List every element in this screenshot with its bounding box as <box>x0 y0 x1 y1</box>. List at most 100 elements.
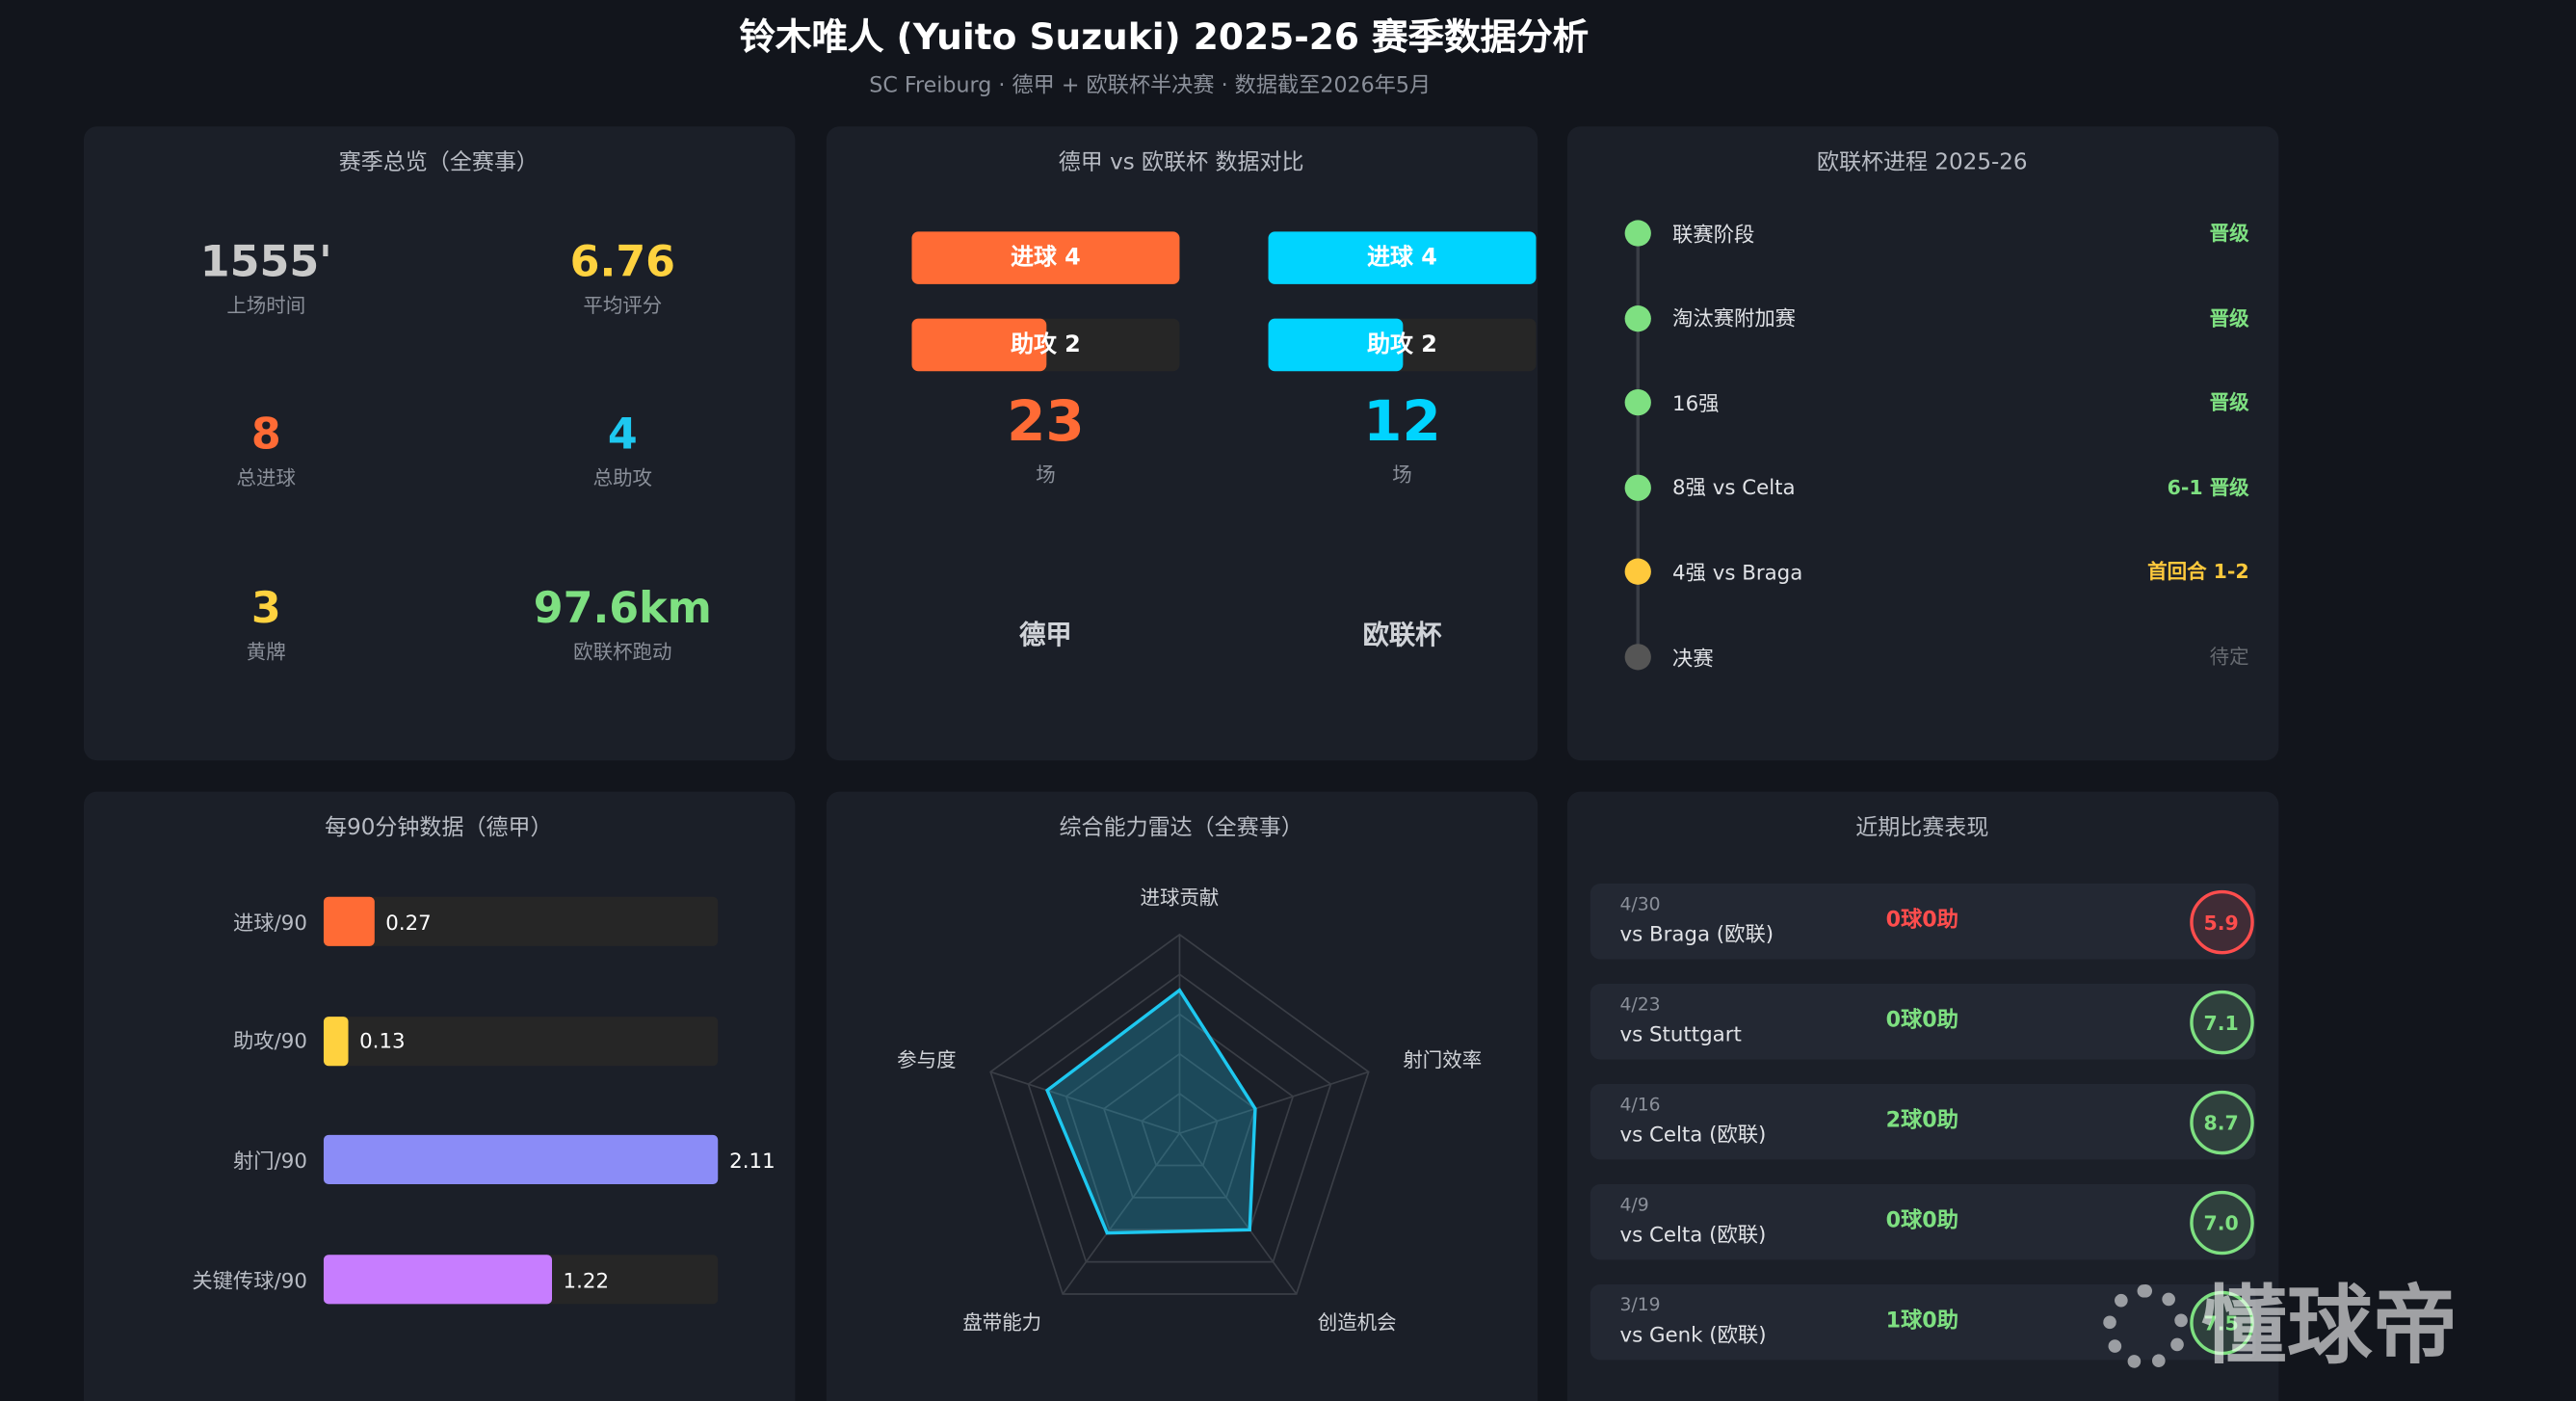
match-opponent: vs Braga (欧联) <box>1619 920 1774 945</box>
rating-circle <box>2190 990 2254 1055</box>
stage-dot <box>1624 304 1651 331</box>
stage-name: 决赛 <box>1672 645 1714 670</box>
match-row <box>1590 884 2256 960</box>
stage-dot <box>1624 220 1651 247</box>
stage-dot <box>1624 644 1651 671</box>
bar-value: 4 <box>1065 244 1081 272</box>
rating-circle <box>2190 1190 2254 1256</box>
stage-dot <box>1624 474 1651 501</box>
match-opponent: vs Genk (欧联) <box>1619 1321 1767 1346</box>
match-date: 3/19 <box>1619 1294 1661 1316</box>
match-result: 1球0助 <box>1885 1308 1958 1335</box>
match-date: 4/30 <box>1619 893 1661 915</box>
subtitle: SC Freiburg · 德甲 + 欧联杯半决赛 · 数据截至2026年5月 <box>869 73 1432 99</box>
match-opponent: vs Stuttgart <box>1619 1020 1742 1045</box>
category-label: 进球/90 <box>232 909 307 935</box>
bar-name: 助攻 <box>1367 331 1413 358</box>
comparison-bar <box>911 318 1046 372</box>
bar-label: 进球 4 <box>1269 231 1537 284</box>
bar-label: 助攻 2 <box>1269 319 1537 372</box>
bar-track <box>323 1016 719 1066</box>
match-rating: 8.7 <box>2203 1111 2239 1135</box>
rating-circle <box>2190 1090 2254 1155</box>
value-label: 2.11 <box>729 1148 775 1173</box>
rating-circle <box>2190 1290 2254 1356</box>
stat-label: 欧联杯跑动 <box>573 640 672 664</box>
panel-title: 近期比赛表现 <box>1855 813 1989 840</box>
stage-result: 首回合 1-2 <box>2147 560 2249 584</box>
panel-title: 德甲 vs 欧联杯 数据对比 <box>1058 148 1304 175</box>
competition-name: 德甲 <box>1019 619 1072 651</box>
panel <box>83 126 796 761</box>
stage-result: 晋级 <box>2209 391 2249 414</box>
bar <box>323 1135 719 1185</box>
match-date: 4/16 <box>1619 1094 1661 1116</box>
matches-count: 12 <box>1363 388 1441 456</box>
bar-name: 助攻 <box>1011 331 1057 358</box>
bar <box>323 1255 552 1305</box>
stage-name: 16强 <box>1672 390 1720 415</box>
bar <box>323 896 375 946</box>
bar-value: 2 <box>1065 331 1081 358</box>
competition-name: 欧联杯 <box>1362 619 1442 651</box>
matches-unit: 场 <box>1392 463 1412 487</box>
panel <box>83 791 796 1401</box>
match-opponent: vs Celta (欧联) <box>1619 1221 1767 1246</box>
comparison-bar <box>1268 231 1537 284</box>
bar-value: 2 <box>1421 331 1437 358</box>
stat-value: 1555' <box>199 238 332 288</box>
stage-name: 淘汰赛附加赛 <box>1672 305 1796 330</box>
stage-dot <box>1624 389 1651 416</box>
stat-label: 上场时间 <box>226 294 306 317</box>
value-label: 0.13 <box>359 1028 406 1053</box>
stat-value: 8 <box>250 410 281 461</box>
value-label: 0.27 <box>385 909 432 935</box>
stat-value: 6.76 <box>569 238 676 288</box>
match-result: 0球0助 <box>1885 1008 1958 1034</box>
stat-label: 平均评分 <box>583 294 663 317</box>
panel <box>1566 126 2279 761</box>
rating-circle <box>2190 889 2254 955</box>
bar-track <box>323 896 719 946</box>
stage-result: 6-1 晋级 <box>2167 475 2249 499</box>
panel <box>826 791 1538 1401</box>
stat-value: 3 <box>250 584 281 634</box>
match-rating: 7.1 <box>2203 1012 2239 1035</box>
comparison-bar <box>911 231 1180 284</box>
stat-label: 黄牌 <box>246 640 286 664</box>
comparison-bar <box>1268 318 1403 372</box>
watermark-text: 懂球帝 <box>2201 1278 2458 1377</box>
match-result: 0球0助 <box>1885 908 1958 934</box>
bar-label: 进球 4 <box>911 231 1179 284</box>
stage-result: 晋级 <box>2209 222 2249 245</box>
stage-result: 晋级 <box>2209 306 2249 330</box>
match-row <box>1590 1183 2256 1260</box>
stat-label: 总助攻 <box>592 466 653 489</box>
bar <box>323 1016 349 1066</box>
stat-value: 97.6km <box>533 584 712 634</box>
panel-title: 赛季总览（全赛事） <box>338 148 539 175</box>
panel-title: 欧联杯进程 2025-26 <box>1816 148 2028 175</box>
stage-name: 8强 vs Celta <box>1672 475 1796 500</box>
match-date: 4/23 <box>1619 993 1661 1016</box>
matches-count: 23 <box>1007 388 1085 456</box>
bar-name: 进球 <box>1367 244 1413 272</box>
match-opponent: vs Celta (欧联) <box>1619 1121 1767 1146</box>
match-result: 0球0助 <box>1885 1208 1958 1234</box>
title: 铃木唯人 (Yuito Suzuki) 2025-26 赛季数据分析 <box>739 17 1590 60</box>
value-label: 1.22 <box>563 1267 610 1292</box>
matches-unit: 场 <box>1036 463 1056 487</box>
match-date: 4/9 <box>1619 1194 1649 1216</box>
stage-name: 4强 vs Braga <box>1672 560 1803 585</box>
bar-value: 4 <box>1421 244 1437 272</box>
stat-value: 4 <box>607 410 638 461</box>
panel-title: 每90分钟数据（德甲） <box>325 813 553 840</box>
match-row <box>1590 1084 2256 1160</box>
stage-result: 待定 <box>2209 645 2249 669</box>
match-rating: 7.5 <box>2203 1311 2239 1335</box>
stage-name: 联赛阶段 <box>1672 221 1755 246</box>
watermark-logo <box>2102 1283 2189 1370</box>
match-row <box>1590 984 2256 1060</box>
